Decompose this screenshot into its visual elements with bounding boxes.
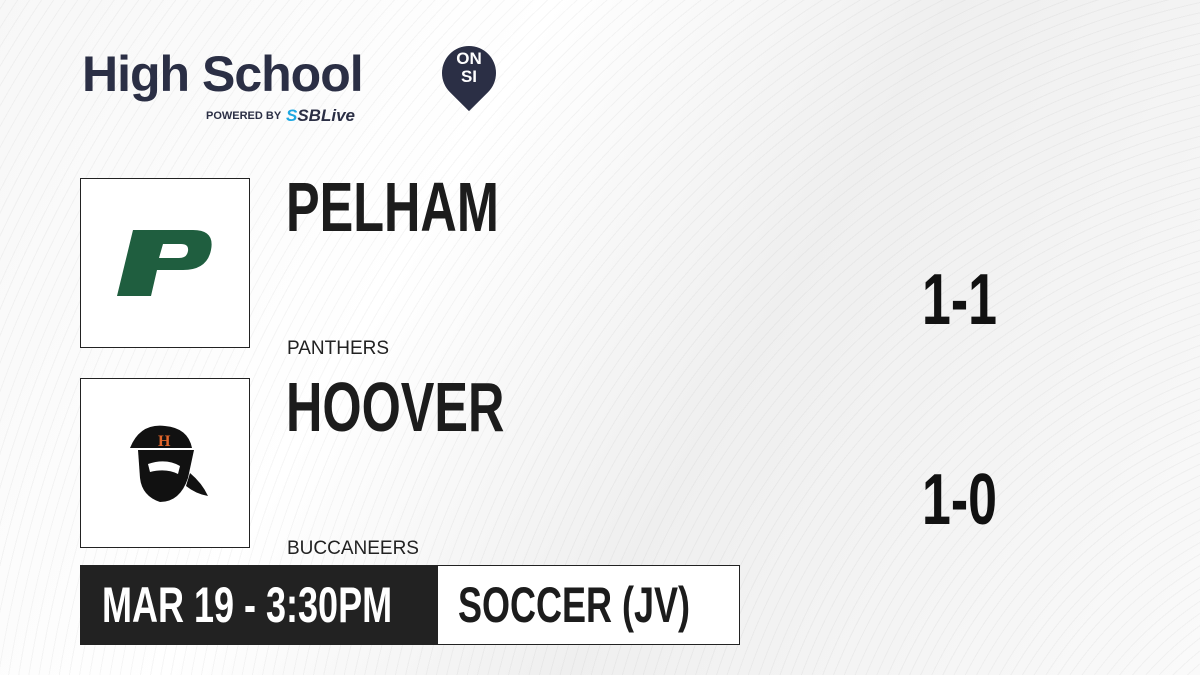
away-team-score: 1-0 [922,460,997,540]
pelham-logo [80,178,250,348]
away-team-mascot: BUCCANEERS [287,538,419,559]
home-team-mascot: PANTHERS [287,338,390,359]
logo-title: High School [82,46,364,102]
high-school-on-si-logo: High School [82,46,364,102]
buccaneer-icon: H [130,425,208,502]
on-si-badge: ON SI [456,49,482,86]
sblive-logo: SSBLive [286,106,355,125]
hoover-logo: H [80,378,250,548]
away-team-name: HOOVER [286,368,505,446]
home-team-score: 1-1 [922,260,997,340]
pelham-p-icon [117,230,212,296]
game-datetime: MAR 19 - 3:30PM [80,565,437,645]
svg-text:H: H [158,433,171,450]
home-team-name: PELHAM [286,168,499,246]
powered-by-label: POWERED BY [206,110,282,122]
game-sport: SOCCER (JV) [437,565,740,645]
